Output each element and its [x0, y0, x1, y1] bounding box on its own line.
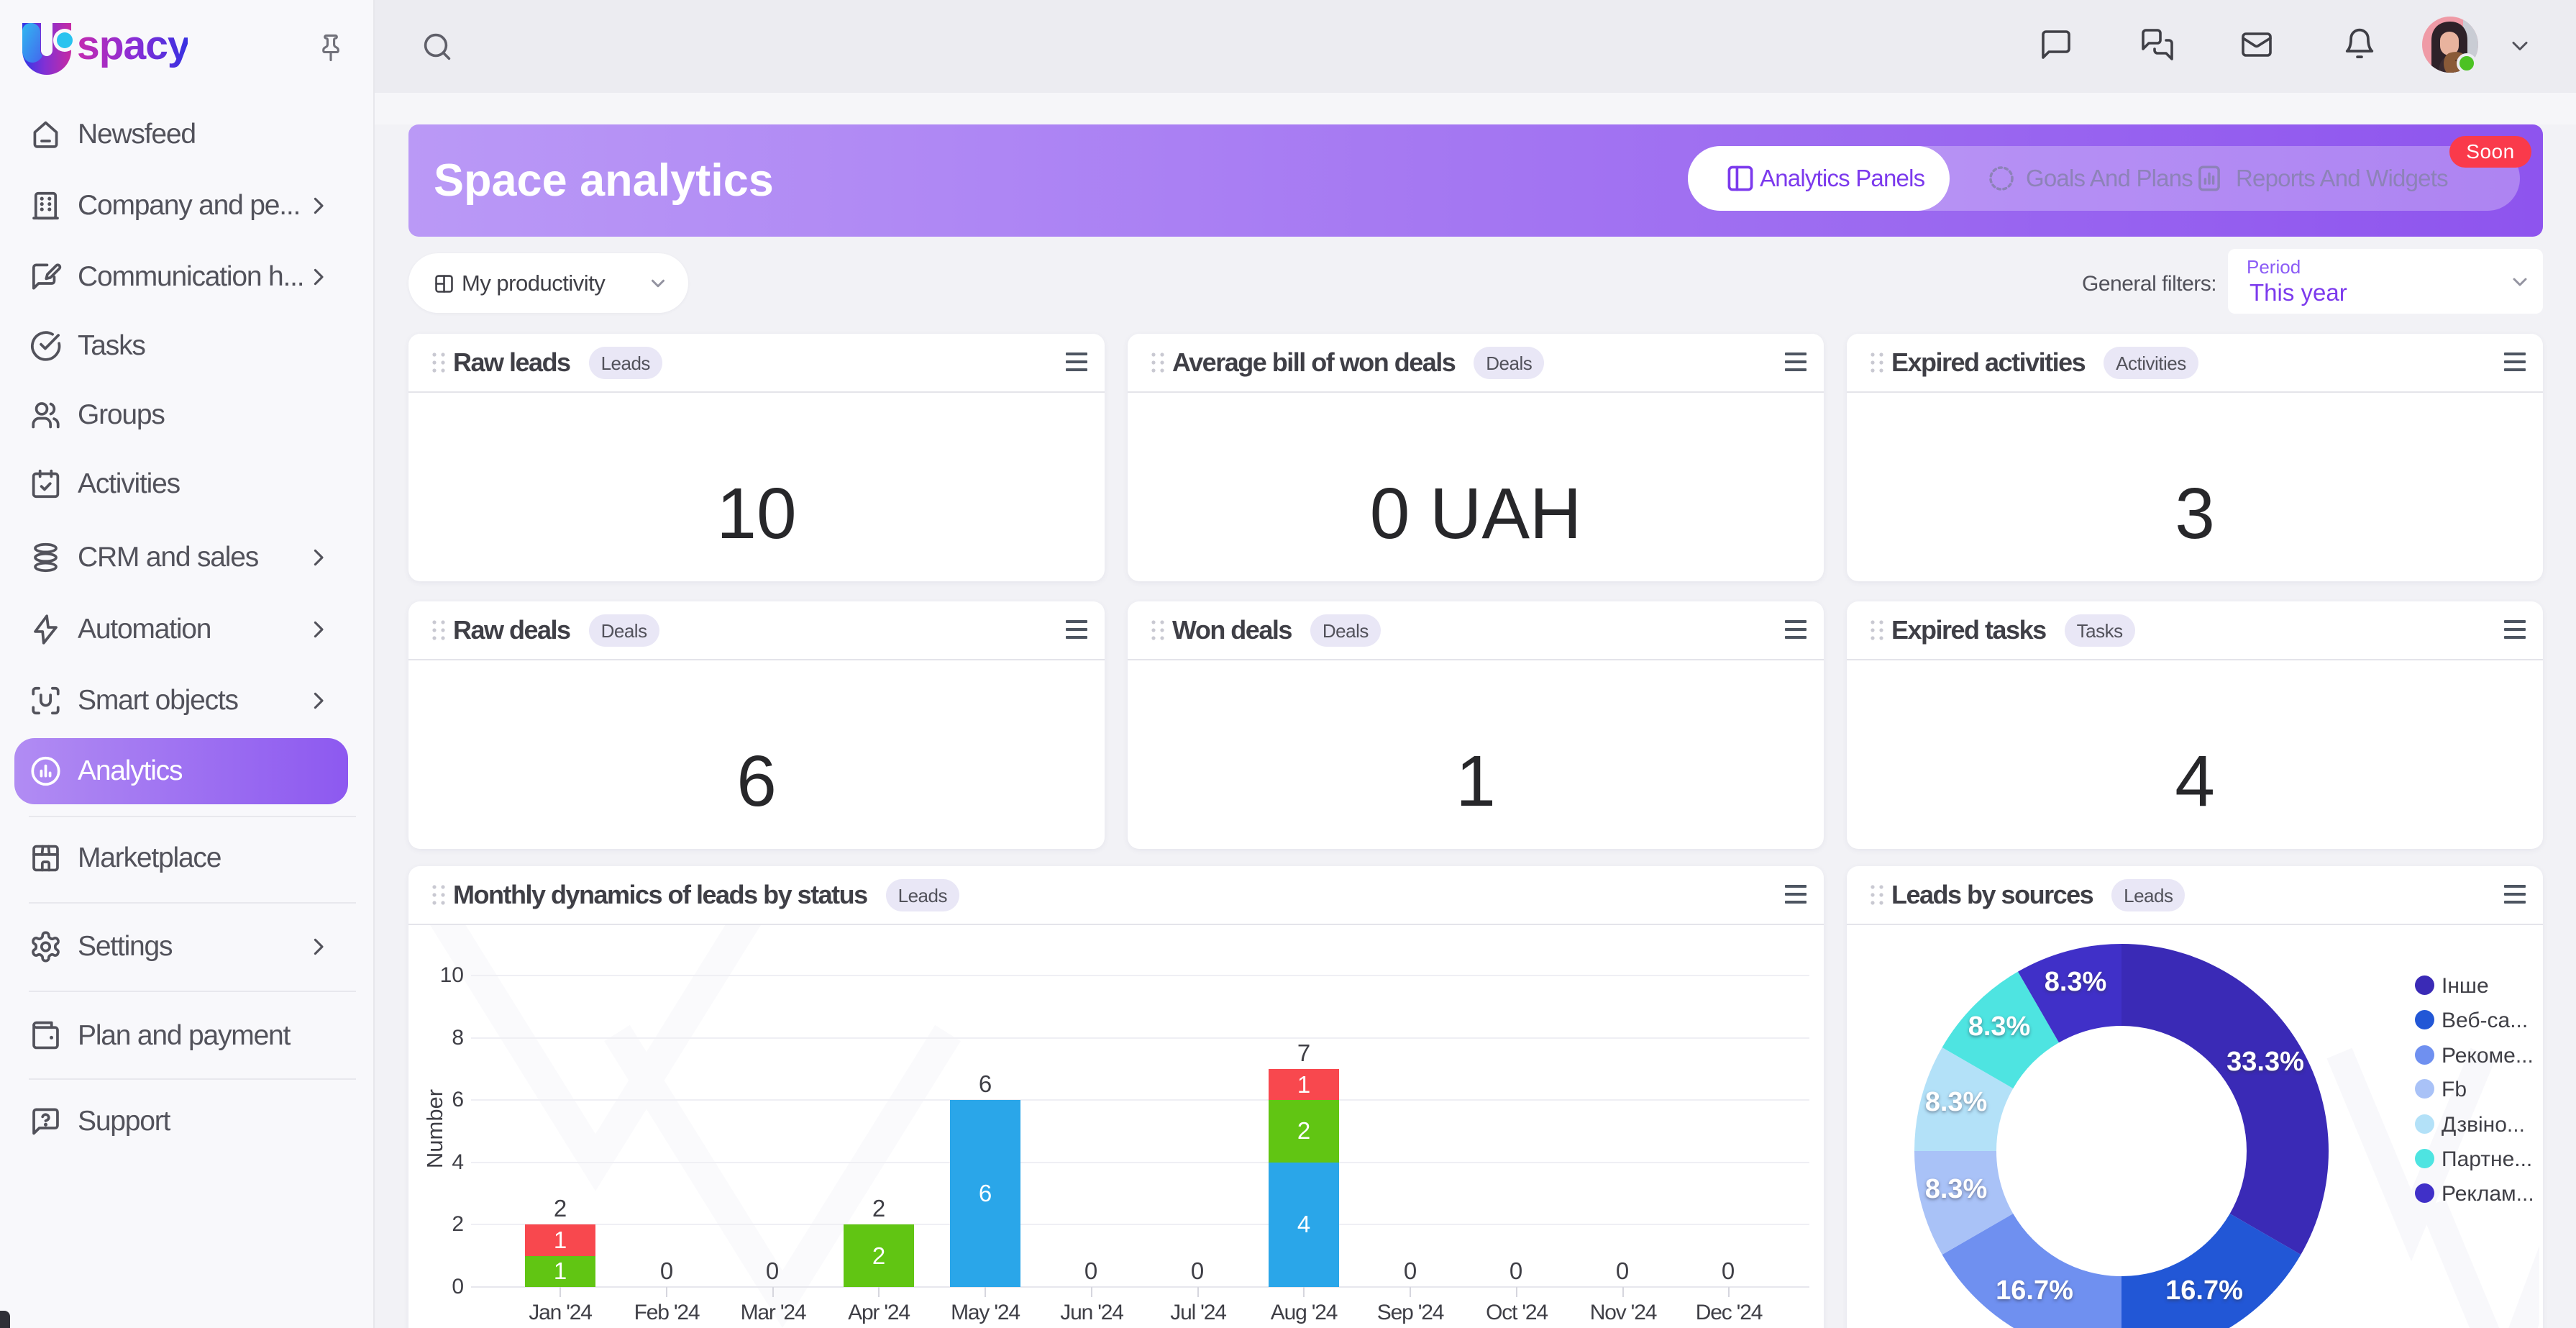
- svg-text:spacy: spacy: [77, 22, 188, 68]
